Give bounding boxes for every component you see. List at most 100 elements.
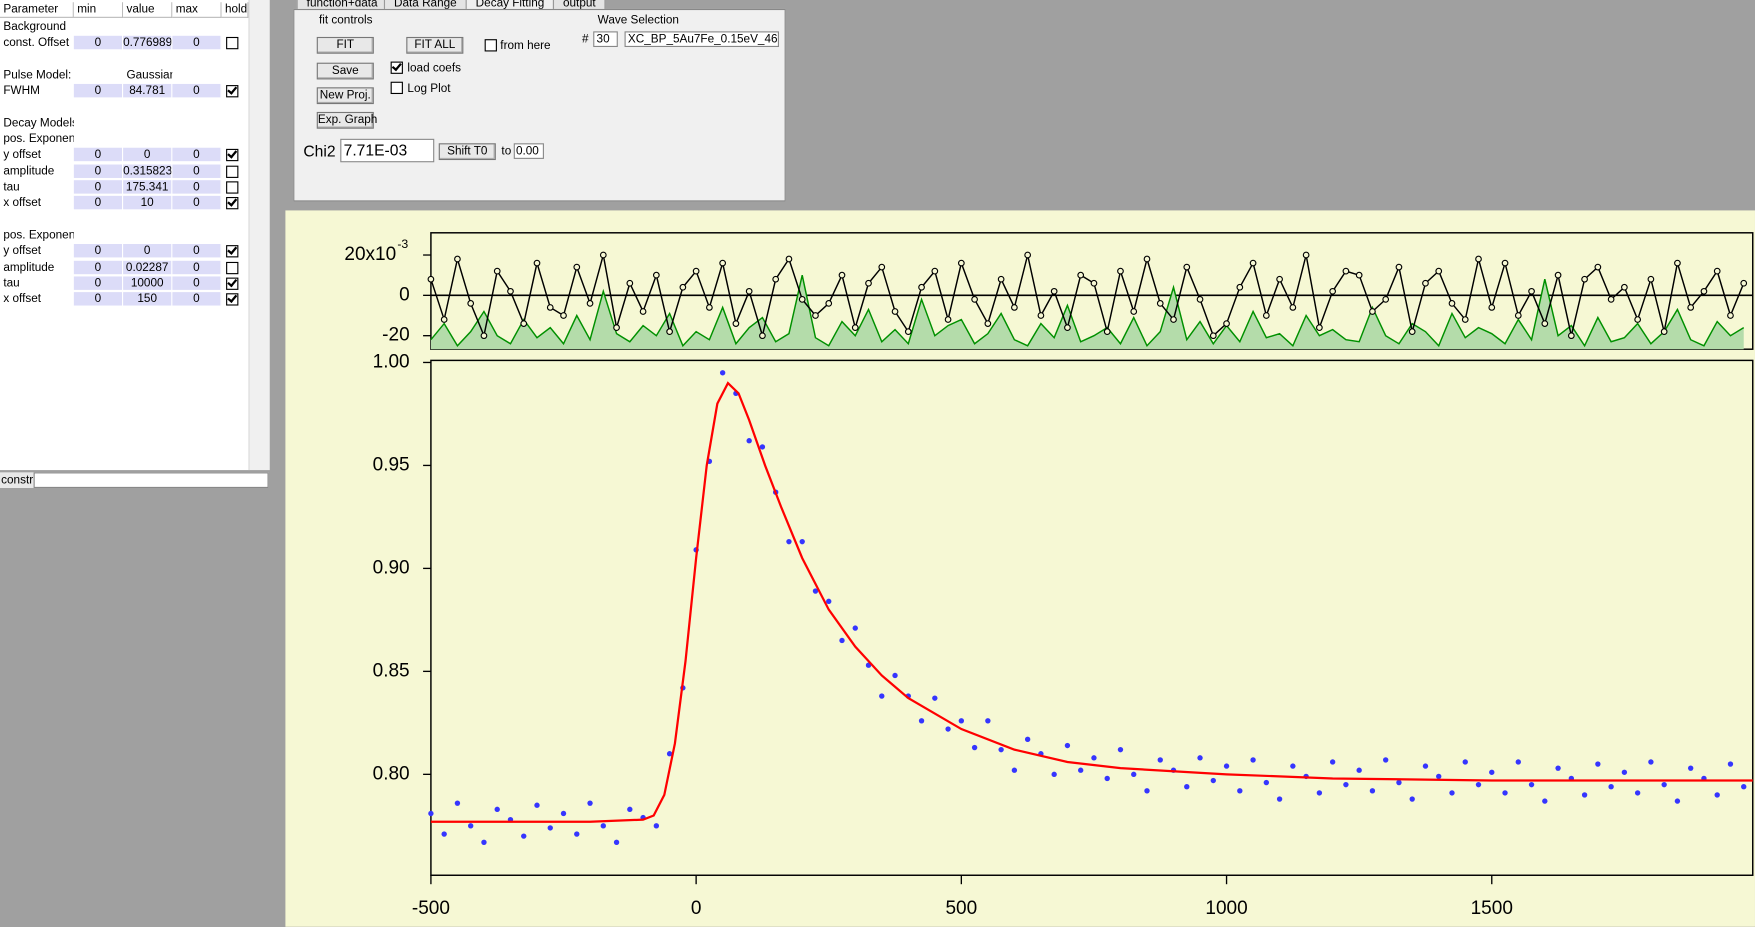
data-point [1131, 771, 1137, 778]
checkbox[interactable] [390, 61, 403, 74]
parameter-value[interactable]: 0.776989 [123, 35, 173, 51]
button[interactable]: Save [316, 62, 374, 80]
parameter-value[interactable]: 0 [123, 243, 173, 259]
parameter-min[interactable]: 0 [74, 259, 124, 275]
data-point [852, 625, 858, 631]
checkbox[interactable] [484, 39, 497, 52]
data-point [1727, 761, 1734, 767]
hold-checkbox[interactable] [226, 85, 239, 98]
parameter-max[interactable]: 0 [172, 195, 222, 211]
parameter-min[interactable]: 0 [74, 275, 124, 291]
residual-marker [706, 304, 713, 311]
cell-background [73, 276, 222, 290]
parameter-min[interactable]: 0 [74, 195, 124, 211]
button[interactable]: Exp. Graph [316, 111, 377, 129]
button[interactable]: FIT [316, 36, 374, 54]
residual-marker [1541, 320, 1549, 327]
parameter-min[interactable]: 0 [74, 163, 124, 179]
residual-marker [573, 263, 581, 271]
residual-marker [1130, 308, 1138, 315]
data-point [1741, 784, 1747, 790]
constraint-field[interactable] [33, 472, 269, 488]
column-header: Parameter [0, 2, 74, 18]
cell-background [73, 36, 222, 50]
parameter-max[interactable]: 0 [172, 35, 222, 51]
parameter-value[interactable]: 0.02287 [123, 259, 173, 275]
hold-checkbox[interactable] [226, 261, 239, 274]
hold-checkbox[interactable] [226, 37, 239, 50]
hold-checkbox[interactable] [226, 165, 239, 178]
parameter-max[interactable]: 0 [172, 147, 222, 163]
residual-marker [1209, 332, 1217, 340]
parameter-min[interactable]: 0 [74, 179, 124, 195]
checkbox-label: Log Plot [407, 81, 451, 96]
hold-checkbox[interactable] [226, 149, 239, 162]
data-point [1489, 769, 1495, 775]
residual-marker [586, 300, 594, 307]
hold-checkbox[interactable] [226, 197, 239, 210]
y-tick-label: 0.95 [373, 454, 410, 475]
data-point [1343, 781, 1349, 788]
residual-marker [533, 259, 541, 267]
parameter-min[interactable]: 0 [74, 291, 124, 307]
parameter-value[interactable]: 10000 [123, 275, 173, 291]
data-point [1687, 765, 1694, 771]
button[interactable]: New Proj. [316, 87, 374, 105]
parameter-value: Gaussian [126, 68, 173, 82]
parameter-value[interactable]: 10 [123, 195, 173, 211]
scrollbar[interactable] [248, 0, 270, 471]
data-point [1329, 759, 1336, 765]
data-point [1064, 742, 1071, 749]
residual-marker [1262, 312, 1270, 319]
parameter-min[interactable]: 0 [74, 35, 124, 51]
parameter-max[interactable]: 0 [172, 275, 222, 291]
wave-name[interactable]: XC_BP_5Au7Fe_0.15eV_460_ [624, 31, 779, 48]
parameter-max[interactable]: 0 [172, 83, 222, 99]
shift-value[interactable]: 0.00 [513, 143, 544, 159]
data-point [892, 672, 898, 679]
hold-checkbox[interactable] [226, 293, 239, 306]
parameter-max[interactable]: 0 [172, 291, 222, 307]
parameter-min[interactable]: 0 [74, 83, 124, 99]
hold-checkbox[interactable] [226, 245, 239, 258]
button[interactable]: FIT ALL [406, 36, 464, 54]
parameter-value[interactable]: 84.781 [123, 83, 173, 99]
number-label: # [582, 32, 589, 46]
parameter-value[interactable]: 0 [123, 147, 173, 163]
group-title: Wave Selection [597, 13, 679, 27]
checkbox[interactable] [390, 81, 403, 95]
cell-background [73, 180, 222, 194]
parameter-max[interactable]: 0 [172, 259, 222, 275]
parameter-value[interactable]: 0.315823 [123, 163, 173, 179]
residual-marker [1223, 320, 1230, 327]
data-point [600, 823, 606, 829]
fit-curve [430, 381, 1753, 823]
data-point [521, 833, 527, 839]
residual-marker [1501, 259, 1509, 267]
data-point [1011, 767, 1018, 773]
parameter-min[interactable]: 0 [74, 147, 124, 163]
hold-checkbox[interactable] [226, 181, 239, 194]
residual-marker [1024, 251, 1032, 259]
data-point [1091, 755, 1097, 761]
y-tick-label: 0.90 [373, 557, 410, 578]
parameter-max[interactable]: 0 [172, 243, 222, 259]
data-point [534, 802, 540, 808]
graph-window: 20x10 -3 0 -20 1.00 0.95 0.90 0.85 0.80 -500 0 500 1… [285, 210, 1755, 927]
parameter-value[interactable]: 150 [123, 291, 173, 307]
x-tick-label: -500 [412, 898, 450, 919]
cell-background [73, 260, 222, 274]
hold-checkbox[interactable] [226, 277, 239, 290]
parameter-max[interactable]: 0 [172, 163, 222, 179]
parameter-min[interactable]: 0 [74, 243, 124, 259]
data-point [1608, 784, 1614, 790]
data-point [1409, 796, 1415, 802]
data-point [759, 444, 766, 450]
parameter-max[interactable]: 0 [172, 179, 222, 195]
data-point [1422, 763, 1429, 769]
data-point [1197, 755, 1203, 761]
wave-number[interactable]: 30 [593, 31, 618, 48]
parameter-value[interactable]: 175.341 [123, 179, 173, 195]
parameter-label: y offset [3, 148, 42, 162]
button[interactable]: Shift T0 [438, 143, 496, 161]
